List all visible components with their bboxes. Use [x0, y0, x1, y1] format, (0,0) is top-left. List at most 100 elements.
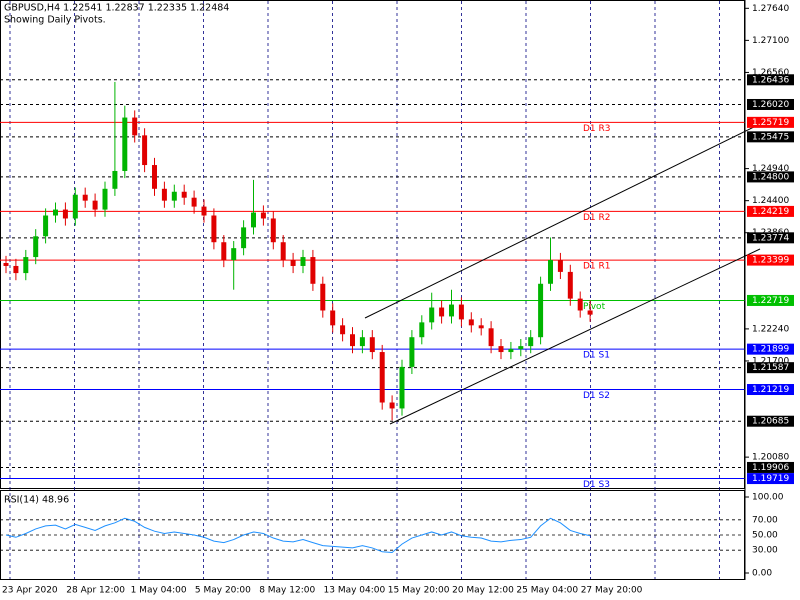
candle-body [122, 117, 128, 171]
candle-body [369, 337, 375, 353]
candle-body [102, 188, 108, 210]
candle-body [359, 337, 365, 347]
candle-body [72, 194, 78, 219]
main-frame [0, 0, 745, 489]
candle-body [211, 215, 217, 243]
price-box [747, 294, 794, 306]
candle-body [191, 197, 197, 207]
candle-body [231, 248, 237, 261]
price-box [747, 131, 794, 143]
pivot-name: D1 S3 [583, 480, 610, 490]
candle-body [3, 262, 9, 266]
y-tick-label: 1.27100 [752, 36, 789, 46]
price-label: 1.21219 [752, 385, 789, 395]
candle-body [161, 188, 167, 201]
pivot-name: D1 R3 [583, 124, 611, 134]
levels: D1 R3 D1 R2 D1 R1 Pivot D1 S1 D1 S2 D1 S3 [0, 79, 745, 490]
price-label: 1.22719 [752, 296, 789, 306]
x-tick-label: 20 May 12:00 [452, 586, 514, 596]
candle-body [280, 242, 286, 261]
x-tick-label: 15 May 20:00 [388, 586, 450, 596]
price-label: 1.21587 [752, 363, 789, 373]
candle-body [152, 165, 157, 189]
candle-body [439, 307, 445, 317]
pivot-name: Pivot [583, 302, 606, 312]
y-tick-label: 0.00 [752, 569, 772, 579]
candle-body [260, 212, 266, 219]
price-label: 1.23399 [752, 256, 789, 266]
candle-body [201, 206, 207, 216]
y-tick-label: 1.21700 [752, 356, 789, 366]
candle-body [399, 366, 405, 409]
candle-body [567, 271, 573, 299]
symbol-info: GBPUSD,H4 1.22541 1.22837 1.22335 1.2248… [4, 3, 229, 14]
candle-body [468, 319, 474, 326]
y-tick-label: 100.00 [752, 493, 784, 503]
candle-body [548, 260, 553, 284]
candle-body [132, 117, 138, 136]
candle-body [478, 325, 484, 329]
rsi-title: RSI(14) 48.96 [4, 495, 69, 506]
candle-body [419, 322, 425, 338]
candle-body [251, 212, 256, 228]
x-tick-label: 1 May 04:00 [131, 586, 187, 596]
candle-body [142, 135, 148, 166]
price-box [747, 473, 794, 485]
candle-body [320, 283, 326, 311]
y-tick-label: 1.24400 [752, 196, 789, 206]
price-box [747, 98, 794, 110]
price-box [747, 254, 794, 266]
grid [9, 1, 720, 579]
price-box [747, 343, 794, 355]
pivot-name: D1 R1 [583, 262, 611, 272]
candles [3, 81, 593, 421]
candle-body [330, 310, 336, 326]
price-label: 1.24219 [752, 207, 789, 217]
price-box [747, 232, 794, 244]
candle-body [62, 209, 68, 219]
y-tick-label: 50.00 [752, 531, 778, 541]
candle-body [488, 328, 494, 347]
candle-body [171, 191, 177, 201]
candle-body [340, 325, 346, 335]
candle-body [557, 260, 563, 272]
price-box [747, 116, 794, 128]
channel-upper [364, 123, 761, 319]
price-label: 1.26020 [752, 100, 789, 110]
candle-body [290, 260, 296, 266]
price-label: 1.25719 [752, 118, 789, 128]
y-tick-label: 70.00 [752, 515, 778, 525]
candle-body [241, 227, 247, 249]
candle-body [577, 298, 583, 311]
candle-body [270, 218, 276, 243]
x-tick-label: 23 Apr 2020 [2, 586, 58, 596]
candle-body [92, 200, 98, 210]
channel-lower [389, 248, 761, 425]
candle-body [379, 352, 385, 403]
candle-body [587, 310, 593, 315]
price-box [747, 205, 794, 217]
candle-body [508, 349, 514, 353]
candle-body [449, 304, 454, 317]
candle-body [33, 236, 39, 258]
y-tick-label: 30.00 [752, 546, 778, 556]
x-tick-label: 25 May 04:00 [516, 586, 578, 596]
y-tick-label: 1.27640 [752, 4, 789, 14]
price-label: 1.25475 [752, 132, 789, 142]
candle-body [300, 257, 306, 266]
candle-body [409, 337, 415, 367]
price-box [747, 362, 794, 374]
price-box [747, 74, 794, 86]
x-tick-label: 28 Apr 12:00 [66, 586, 125, 596]
candle-body [350, 334, 355, 347]
price-box [747, 415, 794, 427]
x-tick-label: 5 May 20:00 [195, 586, 251, 596]
candle-body [310, 257, 316, 284]
candle-body [43, 215, 49, 237]
x-tick-label: 8 May 12:00 [259, 586, 315, 596]
candle-body [13, 265, 19, 274]
candle-body [221, 242, 227, 261]
y-tick-label: 1.24940 [752, 164, 789, 174]
candle-body [389, 402, 395, 409]
